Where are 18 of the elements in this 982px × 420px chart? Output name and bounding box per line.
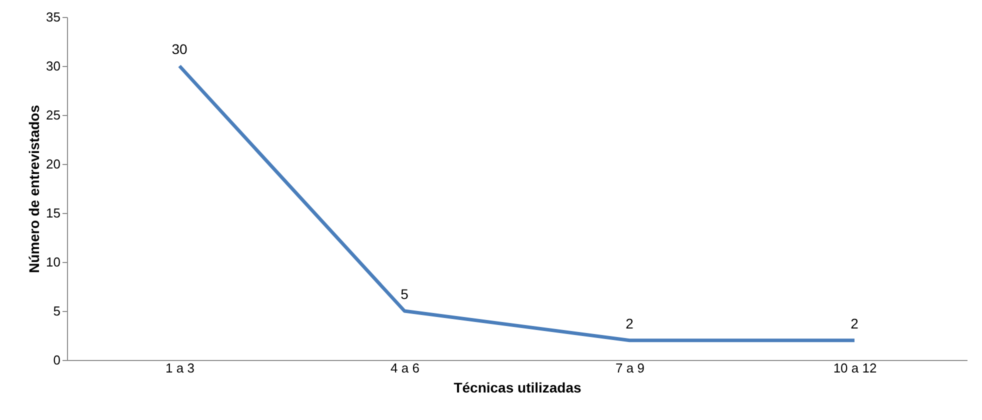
y-tick-label: 5	[53, 304, 60, 318]
x-tick-label: 7 a 9	[616, 360, 644, 376]
data-label: 30	[172, 41, 188, 57]
data-label: 5	[400, 286, 409, 302]
y-tick-label: 0	[53, 352, 60, 368]
y-axis-title: Número de entrevistados	[26, 104, 42, 274]
y-tick-label: 10	[46, 254, 60, 270]
y-tick-label: 20	[46, 156, 60, 172]
data-label: 2	[626, 315, 634, 332]
y-tick-label: 30	[46, 58, 60, 74]
x-tick-label: 10 a 12	[833, 360, 877, 376]
y-tick-label: 25	[46, 108, 60, 122]
x-axis-title: Técnicas utilizadas	[454, 380, 582, 396]
x-tick-label: 4 a 6	[390, 360, 420, 376]
x-tick-label: 1 a 3	[166, 360, 194, 376]
y-tick-label: 15	[46, 206, 60, 220]
y-tick-label: 35	[46, 10, 60, 24]
data-label: 2	[850, 315, 859, 332]
